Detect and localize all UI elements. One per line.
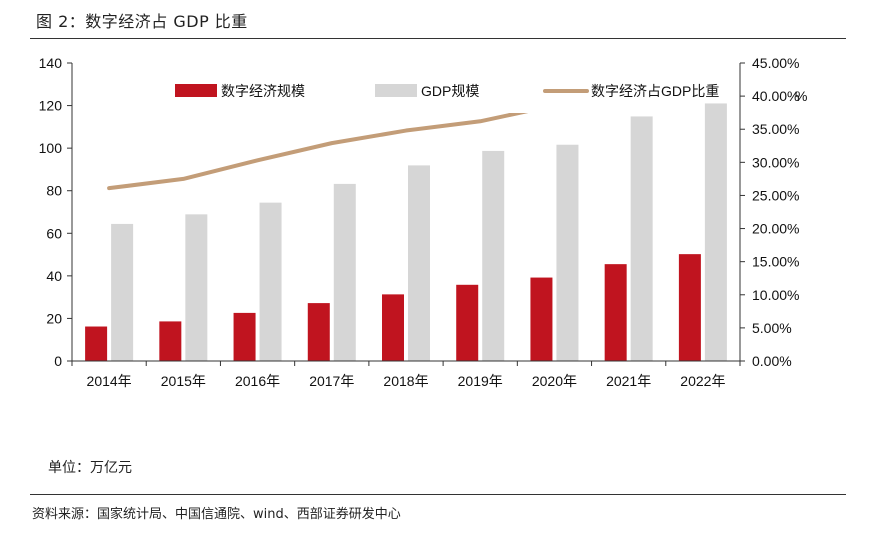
- bar-gdp: [556, 144, 579, 361]
- left-axis-tick-label: 20: [46, 310, 62, 326]
- legend-swatch-gdp: [375, 84, 417, 97]
- bar-digital-economy: [530, 277, 553, 361]
- bar-digital-economy: [233, 312, 256, 361]
- source-note: 资料来源：国家统计局、中国信通院、wind、西部证券研发中心: [32, 507, 401, 522]
- bar-digital-economy: [382, 294, 404, 361]
- bar-gdp: [408, 165, 430, 361]
- right-axis-tick-label: 0.00%: [752, 353, 792, 369]
- x-axis-tick-label: 2014年: [87, 373, 132, 389]
- source-divider: [30, 494, 846, 495]
- legend-swatch-digital-economy: [175, 84, 217, 97]
- x-axis-tick-label: 2022年: [680, 373, 725, 389]
- bar-digital-economy: [85, 326, 108, 361]
- x-axis-tick-label: 2016年: [235, 373, 280, 389]
- right-axis-tick-label: 40.00%: [752, 88, 799, 104]
- right-axis-tick-label: 10.00%: [752, 287, 799, 303]
- right-axis-tick-label: 15.00%: [752, 254, 799, 270]
- bar-gdp: [333, 183, 356, 361]
- left-axis-tick-label: 60: [46, 225, 62, 241]
- bar-gdp: [185, 214, 208, 361]
- bar-gdp: [259, 202, 282, 361]
- bar-digital-economy: [307, 303, 330, 361]
- left-axis-tick-label: 140: [39, 55, 63, 71]
- left-axis-tick-label: 0: [54, 353, 62, 369]
- left-axis-tick-label: 80: [46, 183, 62, 199]
- x-axis-tick-label: 2018年: [383, 373, 428, 389]
- left-axis-tick-label: 100: [39, 140, 63, 156]
- unit-note: 单位：万亿元: [48, 460, 132, 476]
- bar-digital-economy: [159, 321, 182, 361]
- right-axis-tick-label: 5.00%: [752, 320, 792, 336]
- bar-digital-economy: [678, 254, 701, 361]
- bar-gdp: [704, 103, 727, 361]
- x-axis-tick-label: 2015年: [161, 373, 206, 389]
- title-divider: [30, 38, 846, 39]
- right-axis-tick-label: 30.00%: [752, 154, 799, 170]
- combo-chart: 0 20 40 60 80 100 120 140 0.00% 5.00% 10.00% 15.00%…: [39, 55, 808, 389]
- legend-label-share: 数字经济占GDP比重: [591, 83, 719, 99]
- x-axis-tick-label: 2020年: [532, 373, 577, 389]
- bar-gdp: [111, 223, 134, 361]
- bar-digital-economy: [604, 264, 627, 361]
- right-axis-unit: %: [795, 88, 807, 104]
- right-axis-tick-label: 35.00%: [752, 121, 799, 137]
- right-axis-tick-label: 45.00%: [752, 55, 799, 71]
- legend-label-gdp: GDP规模: [421, 83, 479, 99]
- bar-digital-economy: [456, 284, 479, 361]
- legend-label-digital-economy: 数字经济规模: [221, 83, 305, 99]
- figure-title: 图 2：数字经济占 GDP 比重: [36, 12, 248, 31]
- left-axis-tick-label: 40: [46, 268, 62, 284]
- x-axis-tick-label: 2021年: [606, 373, 651, 389]
- bar-gdp: [630, 116, 653, 361]
- series-line-share: [107, 113, 529, 191]
- bar-gdp: [482, 150, 505, 361]
- right-axis-tick-label: 25.00%: [752, 187, 799, 203]
- right-axis-tick-label: 20.00%: [752, 221, 799, 237]
- x-axis-tick-label: 2019年: [458, 373, 503, 389]
- x-axis-tick-label: 2017年: [309, 373, 354, 389]
- left-axis-tick-label: 120: [39, 98, 63, 114]
